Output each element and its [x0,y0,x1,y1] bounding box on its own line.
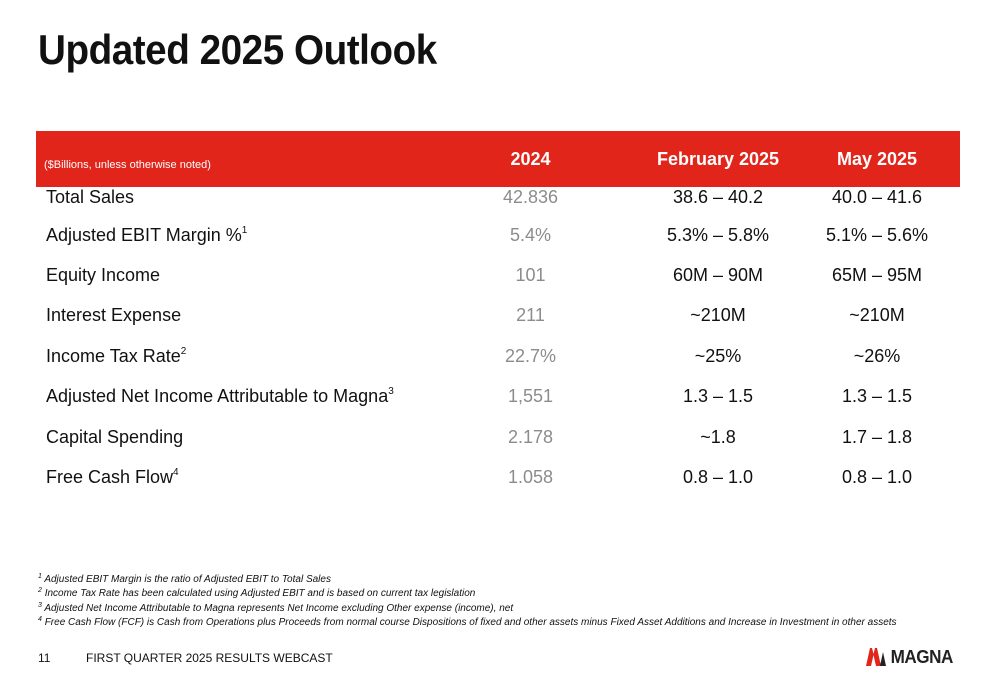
value-2024: 2.178 [507,426,554,447]
value-february-2025: 38.6 – 40.2 [672,187,764,207]
value-may-2025: ~210M [849,305,905,326]
column-header-may-2025: May 2025 [794,131,960,187]
page-number: 11 [38,651,51,665]
value-2024: 1.058 [507,467,554,488]
value-2024: 5.4% [509,224,552,245]
row-label: Capital Spending [46,426,184,447]
value-2024: 211 [516,305,545,326]
value-2024: 22.7% [504,345,557,366]
footnote: 4 Free Cash Flow (FCF) is Cash from Oper… [38,615,897,628]
logo-wordmark: MAGNA [890,646,954,667]
value-february-2025: ~1.8 [700,426,736,447]
units-note: ($Billions, unless otherwise noted) [36,131,419,187]
footnote-ref: 1 [241,224,248,236]
value-may-2025: 5.1% – 5.6% [825,224,929,245]
table-header-row: ($Billions, unless otherwise noted) 2024… [36,131,960,187]
magna-logo-icon [866,648,886,666]
table-row: Capital Spending 2.178 ~1.8 1.7 – 1.8 [36,417,960,457]
value-february-2025: ~25% [694,345,742,366]
outlook-table: ($Billions, unless otherwise noted) 2024… [36,131,960,498]
value-may-2025: 0.8 – 1.0 [841,467,913,488]
table-row: Total Sales 42.836 38.6 – 40.2 40.0 – 41… [36,187,960,215]
row-label: Income Tax Rate2 [46,345,187,366]
value-may-2025: ~26% [853,345,901,366]
value-2024: 1,551 [507,386,554,407]
value-2024: 42.836 [502,187,559,207]
footnote: 2 Income Tax Rate has been calculated us… [38,587,476,600]
table-row: Equity Income 101 60M – 90M 65M – 95M [36,255,960,295]
value-may-2025: 65M – 95M [831,265,923,286]
table-row: Interest Expense 211 ~210M ~210M [36,296,960,336]
row-label: Total Sales [46,187,135,207]
slide-footer: 11 FIRST QUARTER 2025 RESULTS WEBCAST [38,651,333,665]
column-header-2024: 2024 [419,131,642,187]
row-label: Equity Income [46,265,161,286]
table-row: Adjusted EBIT Margin %1 5.4% 5.3% – 5.8%… [36,215,960,255]
value-february-2025: 1.3 – 1.5 [682,386,754,407]
footnotes: 1 Adjusted EBIT Margin is the ratio of A… [38,573,897,630]
footnote-ref: 2 [180,345,187,357]
value-february-2025: 0.8 – 1.0 [682,467,754,488]
page-title: Updated 2025 Outlook [38,26,437,73]
table-row: Income Tax Rate2 22.7% ~25% ~26% [36,336,960,376]
magna-logo: MAGNA [866,647,955,667]
table-row: Adjusted Net Income Attributable to Magn… [36,377,960,417]
footnote: 1 Adjusted EBIT Margin is the ratio of A… [38,573,331,585]
row-label: Adjusted EBIT Margin %1 [46,224,248,245]
value-may-2025: 40.0 – 41.6 [831,187,923,207]
value-may-2025: 1.3 – 1.5 [841,386,913,407]
table-row: Free Cash Flow4 1.058 0.8 – 1.0 0.8 – 1.… [36,457,960,497]
column-header-february-2025: February 2025 [642,131,794,187]
value-february-2025: ~210M [690,305,746,326]
value-2024: 101 [515,265,546,286]
footnote-ref: 4 [173,467,179,479]
row-label: Interest Expense [46,305,182,326]
value-february-2025: 5.3% – 5.8% [666,224,770,245]
row-label: Adjusted Net Income Attributable to Magn… [46,386,394,407]
row-label: Free Cash Flow4 [46,467,179,488]
value-february-2025: 60M – 90M [672,265,764,286]
footnote-ref: 3 [388,386,394,398]
footnote: 3 Adjusted Net Income Attributable to Ma… [38,601,514,614]
value-may-2025: 1.7 – 1.8 [841,426,913,447]
event-name: FIRST QUARTER 2025 RESULTS WEBCAST [86,651,333,665]
